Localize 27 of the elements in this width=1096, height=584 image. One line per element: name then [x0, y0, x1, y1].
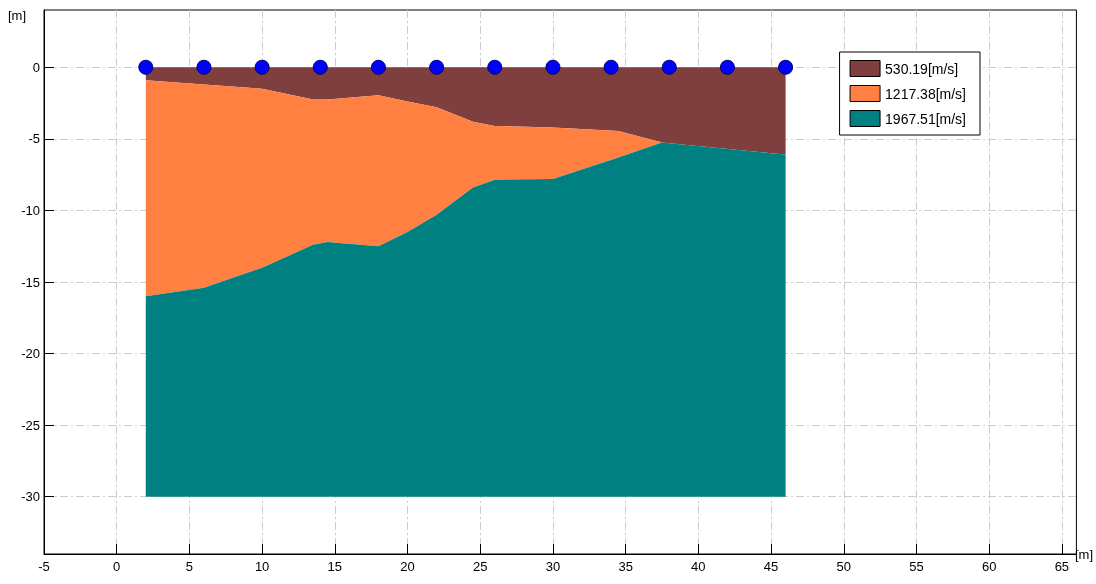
x-tick-label: 0: [113, 559, 121, 574]
legend-label: 530.19[m/s]: [885, 60, 959, 77]
y-axis-title: [m]: [7, 8, 26, 23]
x-tick-label: 60: [981, 559, 997, 574]
x-tick-label: -5: [38, 559, 50, 574]
x-tick-label: 45: [763, 559, 779, 574]
x-tick-label: 20: [400, 559, 415, 574]
x-tick-label: 55: [909, 559, 924, 574]
y-tick-label: -5: [28, 131, 40, 147]
x-tick-label: 15: [327, 559, 343, 574]
x-tick-label: 10: [254, 559, 270, 574]
x-tick-label: 25: [472, 559, 488, 574]
x-tick-label: 65: [1054, 559, 1070, 574]
y-tick-label: -25: [21, 417, 40, 433]
y-tick-label: -10: [21, 202, 40, 218]
x-tick-label: 40: [691, 559, 706, 574]
x-axis-title: [m]: [1075, 546, 1094, 562]
y-tick-label: -20: [21, 346, 40, 362]
legend-label: 1967.51[m/s]: [885, 110, 966, 127]
x-tick-label: 5: [185, 559, 194, 574]
y-tick-label: 0: [32, 59, 40, 75]
x-tick-label: 35: [618, 559, 633, 574]
y-tick-label: -15: [21, 274, 40, 290]
x-tick-label: 30: [545, 559, 561, 574]
y-tick-label: -30: [21, 489, 40, 505]
legend-label: 1217.38[m/s]: [885, 85, 966, 102]
x-tick-label: 50: [836, 559, 851, 574]
